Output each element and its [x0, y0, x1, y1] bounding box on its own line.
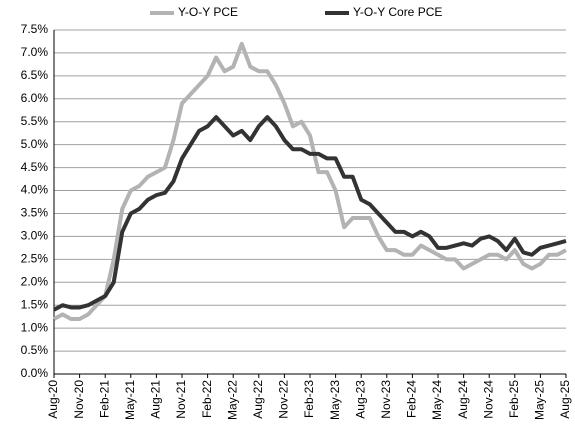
y-tick-label: 6.5% [21, 68, 49, 82]
x-tick-label: Aug-24 [456, 380, 470, 419]
y-tick-label: 0.5% [21, 343, 49, 357]
y-tick-label: 2.0% [21, 274, 49, 288]
y-tick-label: 4.0% [21, 183, 49, 197]
x-tick-label: May-25 [533, 380, 547, 420]
x-tick-label: Aug-21 [149, 380, 163, 419]
y-tick-label: 3.0% [21, 229, 49, 243]
data-line [53, 115, 567, 312]
x-tick-label: Nov-21 [174, 380, 188, 419]
x-tick-label: Aug-22 [251, 380, 265, 419]
y-tick-label: 2.5% [21, 252, 49, 266]
legend-label: Y-O-Y Core PCE [353, 5, 442, 19]
x-tick-label: Feb-22 [200, 380, 214, 418]
legend-label: Y-O-Y PCE [178, 5, 238, 19]
x-tick-label: Feb-21 [97, 380, 111, 418]
x-tick-label: Aug-20 [46, 380, 60, 419]
x-tick-label: May-21 [123, 380, 137, 420]
x-tick-label: Aug-25 [558, 380, 572, 419]
y-tick-label: 3.5% [21, 206, 49, 220]
x-tick-label: Aug-23 [353, 380, 367, 419]
x-tick-label: May-23 [328, 380, 342, 420]
x-tick-label: Nov-22 [277, 380, 291, 419]
y-tick-label: 5.0% [21, 137, 49, 151]
x-tick-label: May-22 [225, 380, 239, 420]
x-tick-label: May-24 [430, 380, 444, 420]
x-tick-label: Feb-23 [302, 380, 316, 418]
y-tick-label: 7.5% [21, 22, 49, 36]
y-tick-label: 6.0% [21, 91, 49, 105]
x-tick-label: Feb-25 [507, 380, 521, 418]
y-tick-label: 1.5% [21, 297, 49, 311]
x-tick-label: Feb-24 [405, 380, 419, 418]
y-tick-label: 7.0% [21, 45, 49, 59]
y-tick-label: 0.0% [21, 366, 49, 380]
x-tick-label: Nov-24 [481, 380, 495, 419]
y-tick-label: 5.5% [21, 114, 49, 128]
data-line [53, 41, 567, 321]
y-tick-label: 4.5% [21, 160, 49, 174]
x-tick-label: Nov-20 [72, 380, 86, 419]
x-tick-label: Nov-23 [379, 380, 393, 419]
y-tick-label: 1.0% [21, 320, 49, 334]
